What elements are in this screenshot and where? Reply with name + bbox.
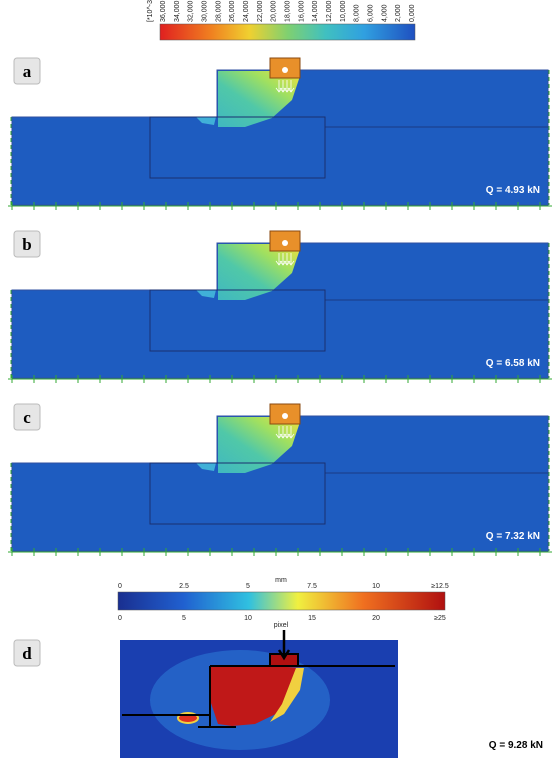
- colorbar-tick-label: ≥25: [434, 615, 446, 622]
- colorbar-unit: [*10^-3]: [147, 0, 154, 22]
- colorbar-tick-label: 14,000: [312, 0, 319, 22]
- panel-label: b: [22, 235, 31, 254]
- colorbar-tick-label: 10: [372, 583, 380, 590]
- load-label: Q = 6.58 kN: [486, 358, 540, 369]
- colorbar: [160, 24, 415, 40]
- colorbar-tick-label: 26,000: [229, 0, 236, 22]
- colorbar-tick-label: 7.5: [307, 583, 317, 590]
- load-label: Q = 9.28 kN: [489, 740, 543, 751]
- colorbar-tick-label: 12,000: [326, 0, 333, 22]
- colorbar-tick-label: 22,000: [257, 0, 264, 22]
- colorbar-tick-label: 6,000: [368, 4, 375, 22]
- panel-label: c: [23, 408, 31, 427]
- colorbar-tick-label: 0: [118, 615, 122, 622]
- model-panel: a Q = 4.93 kN: [8, 58, 552, 210]
- panel-label: a: [23, 62, 32, 81]
- colorbar-tick-label: 16,000: [298, 0, 305, 22]
- colorbar-tick-label: 36,000: [160, 0, 167, 22]
- colorbar-tick-label: 4,000: [381, 4, 388, 22]
- colorbar-tick-label: 8,000: [354, 4, 361, 22]
- colorbar-tick-label: 30,000: [202, 0, 209, 22]
- colorbar-tick-label: 20,000: [271, 0, 278, 22]
- colorbar-tick-label: 18,000: [285, 0, 292, 22]
- footing-point: [282, 413, 288, 419]
- colorbar-tick-label: 10: [244, 615, 252, 622]
- model-panel: c Q = 7.32 kN: [8, 404, 552, 556]
- figure: [*10^-3] 36,000 34,000 32,000 30,000 28,000 26…: [0, 0, 554, 761]
- load-label: Q = 4.93 kN: [486, 185, 540, 196]
- footing-point: [282, 67, 288, 73]
- colorbar-tick-label: 0: [118, 583, 122, 590]
- model-panel: b Q = 6.58 kN: [8, 231, 552, 383]
- colorbar-tick-label: 10,000: [340, 0, 347, 22]
- colorbar-tick-label: 0,000: [409, 4, 416, 22]
- colorbar-tick-label: 5: [182, 615, 186, 622]
- load-label: Q = 7.32 kN: [486, 531, 540, 542]
- colorbar-tick-label: 2,000: [395, 4, 402, 22]
- colorbar-tick-label: 5: [246, 583, 250, 590]
- colorbar-tick-label: 28,000: [215, 0, 222, 22]
- panel-label: d: [22, 644, 32, 663]
- footing-point: [282, 240, 288, 246]
- colorbar-tick-label: 2.5: [179, 583, 189, 590]
- colorbar-unit: mm: [275, 577, 287, 584]
- colorbar-tick-label: 15: [308, 615, 316, 622]
- colorbar-tick-label: 34,000: [174, 0, 181, 22]
- colorbar: [118, 592, 445, 610]
- colorbar-tick-label: 24,000: [243, 0, 250, 22]
- colorbar-tick-label: 20: [372, 615, 380, 622]
- colorbar-tick-label: ≥12.5: [431, 583, 449, 590]
- colorbar-tick-label: 32,000: [188, 0, 195, 22]
